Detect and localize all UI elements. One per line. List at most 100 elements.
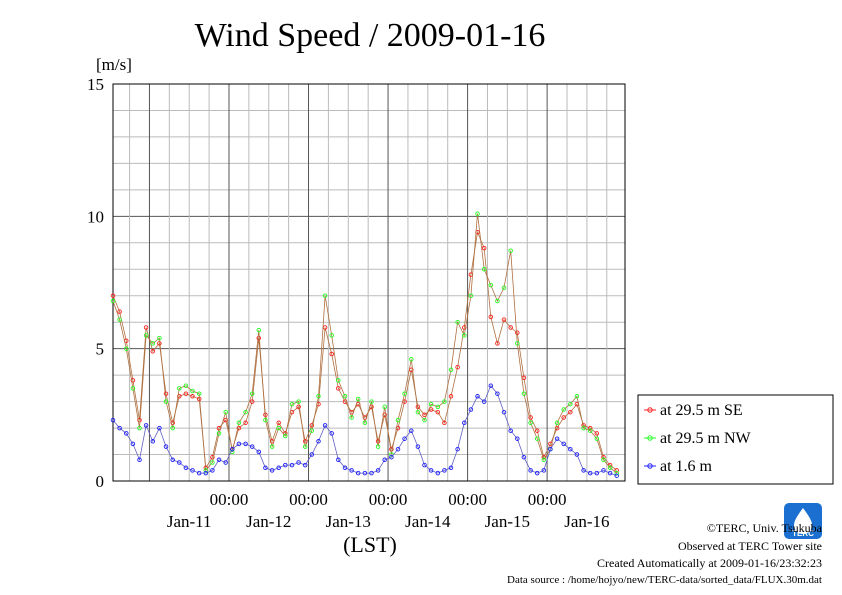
data-point — [263, 417, 268, 423]
data-point — [163, 391, 169, 396]
data-point — [455, 446, 460, 452]
data-point — [375, 444, 381, 449]
y-tick-label: 0 — [96, 472, 105, 491]
data-point — [501, 409, 507, 415]
data-point — [223, 409, 228, 415]
data-point — [369, 399, 374, 404]
data-point — [190, 388, 195, 394]
data-point — [143, 325, 149, 330]
series-at-29-5-m-se — [110, 229, 619, 473]
data-point — [607, 470, 613, 476]
data-point — [415, 409, 421, 415]
legend-marker — [647, 435, 653, 441]
data-point — [601, 468, 606, 473]
legend-box — [637, 394, 834, 485]
data-point — [143, 333, 149, 338]
data-point — [488, 314, 494, 320]
data-point — [203, 470, 209, 476]
data-point — [614, 470, 619, 476]
data-point — [422, 417, 427, 423]
x-tick-label: 00:00 — [289, 490, 328, 509]
y-tick-labels: 0 5 10 15 — [87, 75, 104, 491]
data-point — [210, 460, 215, 465]
data-point — [256, 335, 262, 341]
data-point — [150, 341, 156, 346]
data-point — [528, 468, 533, 473]
data-point — [309, 452, 315, 457]
data-point — [481, 399, 487, 404]
data-point — [402, 391, 407, 396]
data-point — [110, 298, 116, 304]
data-point — [230, 446, 235, 452]
data-point — [369, 470, 374, 476]
data-point — [196, 391, 202, 396]
data-point — [601, 457, 606, 463]
data-point — [117, 309, 122, 314]
data-point — [342, 394, 348, 399]
data-point — [455, 364, 460, 370]
data-point — [515, 330, 520, 336]
data-point — [442, 468, 447, 473]
data-point — [130, 378, 136, 383]
data-point — [395, 417, 401, 423]
data-point — [528, 420, 533, 426]
data-point — [124, 431, 129, 436]
legend-label: at 1.6 m — [660, 458, 713, 475]
data-point — [435, 409, 441, 415]
data-point — [382, 412, 387, 418]
data-point — [322, 293, 328, 298]
data-point — [316, 394, 321, 399]
data-point — [515, 341, 520, 346]
data-point — [137, 425, 142, 431]
date-label: Jan-16 — [564, 512, 609, 531]
data-point — [110, 417, 116, 423]
data-point — [203, 468, 209, 473]
date-label: Jan-13 — [326, 512, 371, 531]
data-point — [183, 383, 189, 388]
data-point — [382, 404, 387, 410]
data-point — [177, 386, 182, 391]
data-point — [462, 325, 467, 330]
logo-text: TERC — [792, 529, 814, 538]
data-point — [110, 293, 116, 298]
y-tick-label: 15 — [87, 75, 104, 94]
data-point — [157, 335, 162, 341]
data-point — [296, 404, 301, 410]
y-tick-label: 5 — [96, 340, 105, 359]
data-point — [329, 351, 334, 357]
data-point — [475, 211, 480, 216]
data-point — [329, 431, 334, 436]
data-point — [362, 420, 368, 426]
data-point — [415, 404, 421, 410]
data-point — [614, 473, 619, 478]
data-point — [150, 439, 156, 444]
x-axis-label: (LST) — [343, 532, 397, 557]
data-point — [263, 465, 268, 471]
data-point — [236, 425, 242, 431]
data-point — [196, 470, 202, 476]
data-point — [342, 465, 348, 471]
water-drop-icon — [794, 508, 812, 534]
data-point — [256, 327, 262, 333]
data-point — [561, 415, 566, 420]
data-point — [395, 446, 401, 452]
data-point — [475, 394, 480, 399]
data-point — [249, 391, 255, 396]
data-point — [587, 425, 593, 431]
data-point — [157, 425, 162, 431]
data-point — [561, 407, 566, 412]
data-point — [243, 441, 248, 447]
data-point — [541, 468, 547, 473]
data-point — [124, 346, 129, 351]
data-point — [170, 457, 175, 463]
data-point — [389, 454, 394, 460]
data-point — [534, 470, 540, 476]
date-label: Jan-15 — [485, 512, 530, 531]
data-point — [316, 439, 321, 444]
data-point — [448, 465, 454, 471]
data-point — [428, 401, 434, 407]
data-point — [322, 423, 328, 428]
data-point — [415, 444, 421, 449]
series-line — [112, 230, 617, 471]
data-point — [362, 470, 368, 476]
